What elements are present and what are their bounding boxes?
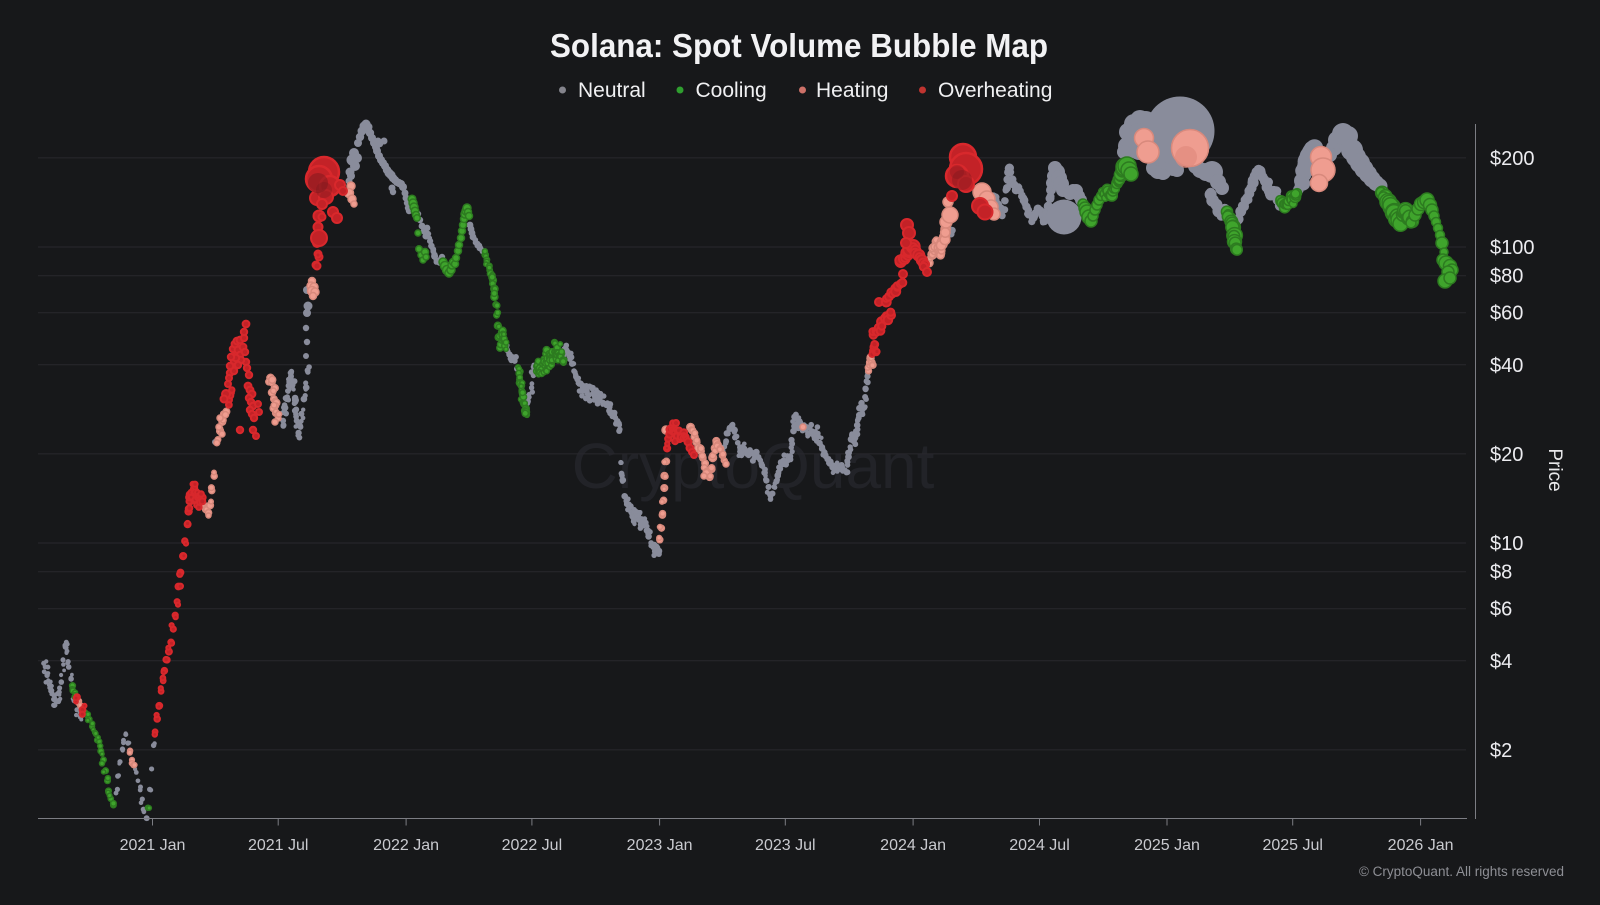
svg-text:Heating: Heating: [816, 79, 888, 102]
svg-text:2025 Jul: 2025 Jul: [1262, 837, 1323, 854]
svg-text:$10: $10: [1490, 533, 1523, 555]
svg-text:2024 Jan: 2024 Jan: [880, 837, 946, 854]
svg-text:$8: $8: [1490, 562, 1512, 584]
svg-text:2022 Jan: 2022 Jan: [373, 837, 439, 854]
svg-text:$4: $4: [1490, 651, 1512, 673]
svg-text:2023 Jul: 2023 Jul: [755, 837, 816, 854]
svg-text:$80: $80: [1490, 266, 1523, 288]
svg-text:Price: Price: [1544, 448, 1565, 491]
svg-text:2026 Jan: 2026 Jan: [1388, 837, 1454, 854]
svg-text:2025 Jan: 2025 Jan: [1134, 837, 1200, 854]
svg-text:Cooling: Cooling: [696, 79, 767, 102]
svg-text:2021 Jul: 2021 Jul: [248, 837, 309, 854]
svg-text:2022 Jul: 2022 Jul: [502, 837, 563, 854]
svg-text:© CryptoQuant. All rights rese: © CryptoQuant. All rights reserved: [1359, 864, 1564, 879]
svg-text:$20: $20: [1490, 444, 1523, 466]
svg-text:CryptoQuant: CryptoQuant: [572, 430, 935, 502]
svg-text:$40: $40: [1490, 355, 1523, 377]
svg-text:Solana: Spot Volume Bubble Map: Solana: Spot Volume Bubble Map: [550, 27, 1048, 64]
svg-text:$2: $2: [1490, 740, 1512, 762]
svg-text:$100: $100: [1490, 237, 1535, 259]
svg-text:$200: $200: [1490, 148, 1535, 170]
svg-text:$6: $6: [1490, 599, 1512, 621]
svg-text:2024 Jul: 2024 Jul: [1009, 837, 1070, 854]
svg-text:2021 Jan: 2021 Jan: [120, 837, 186, 854]
svg-text:$60: $60: [1490, 303, 1523, 325]
svg-text:2023 Jan: 2023 Jan: [627, 837, 693, 854]
svg-text:Overheating: Overheating: [938, 79, 1052, 102]
svg-text:Neutral: Neutral: [578, 79, 646, 102]
